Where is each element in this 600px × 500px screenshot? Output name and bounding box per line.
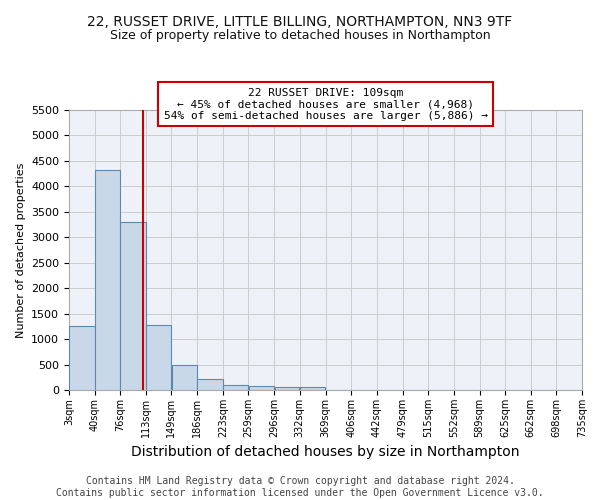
Y-axis label: Number of detached properties: Number of detached properties bbox=[16, 162, 26, 338]
Bar bbox=[275, 387, 299, 390]
Text: 22, RUSSET DRIVE, LITTLE BILLING, NORTHAMPTON, NN3 9TF: 22, RUSSET DRIVE, LITTLE BILLING, NORTHA… bbox=[88, 16, 512, 30]
Text: Size of property relative to detached houses in Northampton: Size of property relative to detached ho… bbox=[110, 28, 490, 42]
Bar bbox=[121, 222, 146, 390]
Text: Contains HM Land Registry data © Crown copyright and database right 2024.
Contai: Contains HM Land Registry data © Crown c… bbox=[56, 476, 544, 498]
Bar bbox=[300, 388, 325, 390]
Bar bbox=[197, 379, 223, 390]
Bar bbox=[248, 386, 274, 390]
Bar bbox=[69, 326, 95, 390]
Bar bbox=[172, 365, 197, 390]
Text: 22 RUSSET DRIVE: 109sqm
← 45% of detached houses are smaller (4,968)
54% of semi: 22 RUSSET DRIVE: 109sqm ← 45% of detache… bbox=[163, 88, 487, 121]
Bar bbox=[95, 170, 120, 390]
X-axis label: Distribution of detached houses by size in Northampton: Distribution of detached houses by size … bbox=[131, 446, 520, 460]
Bar bbox=[223, 386, 248, 390]
Bar bbox=[146, 326, 171, 390]
